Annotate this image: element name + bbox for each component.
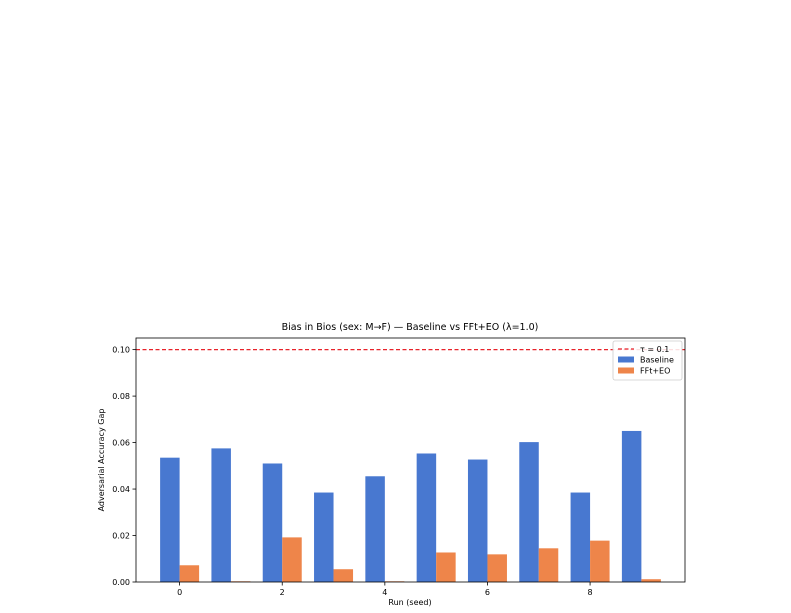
legend-swatch-fft-eo: [618, 367, 634, 374]
fft-eo-bar-5: [436, 552, 456, 582]
legend-label-baseline: Baseline: [640, 356, 674, 365]
y-tick-label: 0.06: [112, 439, 130, 448]
fft-eo-bar-7: [538, 548, 559, 582]
legend-label-fft-eo: FFt+EO: [640, 367, 670, 376]
baseline-bar-5: [416, 453, 437, 582]
legend-swatch-baseline: [618, 356, 634, 363]
baseline-bar-7: [519, 442, 539, 582]
x-tick-label: 0: [177, 588, 182, 597]
x-tick-label: 2: [280, 588, 285, 597]
legend: τ = 0.1 Baseline FFt+EO: [612, 340, 683, 381]
fft-eo-bar-8: [590, 540, 610, 582]
y-tick-label: 0.10: [112, 346, 130, 355]
y-tick-label: 0.04: [112, 485, 130, 494]
plot-frame: [135, 337, 686, 583]
baseline-bar-6: [467, 459, 488, 582]
baseline-bar-4: [365, 476, 385, 582]
fft-eo-bar-2: [282, 537, 302, 582]
fft-eo-bar-0: [179, 565, 200, 582]
y-tick-label: 0.00: [112, 578, 130, 587]
baseline-bar-0: [160, 457, 180, 582]
fft-eo-bar-3: [333, 569, 354, 582]
y-tick-label: 0.08: [112, 392, 130, 401]
x-tick-label: 4: [382, 588, 387, 597]
chart-title: Bias in Bios (sex: M→F) — Baseline vs FF…: [282, 322, 539, 333]
fft-eo-bar-9: [641, 579, 661, 582]
x-axis-label: Run (seed): [388, 598, 431, 607]
x-axis: 0 2 4 6 8: [177, 582, 593, 597]
y-tick-label: 0.02: [112, 532, 130, 541]
y-axis-label: Adversarial Accuracy Gap: [97, 409, 106, 512]
baseline-bar-3: [314, 492, 334, 582]
y-axis: 0.00 0.02 0.04 0.06 0.08 0.10: [112, 346, 136, 587]
bars-layer: [160, 430, 661, 582]
legend-threshold-label: τ = 0.1: [640, 345, 669, 354]
x-tick-label: 8: [588, 588, 593, 597]
baseline-bar-2: [262, 463, 283, 582]
fft-eo-bar-6: [487, 554, 507, 582]
x-tick-label: 6: [485, 588, 490, 597]
baseline-bar-8: [570, 492, 591, 582]
baseline-bar-1: [211, 448, 231, 582]
baseline-bar-9: [621, 430, 642, 582]
